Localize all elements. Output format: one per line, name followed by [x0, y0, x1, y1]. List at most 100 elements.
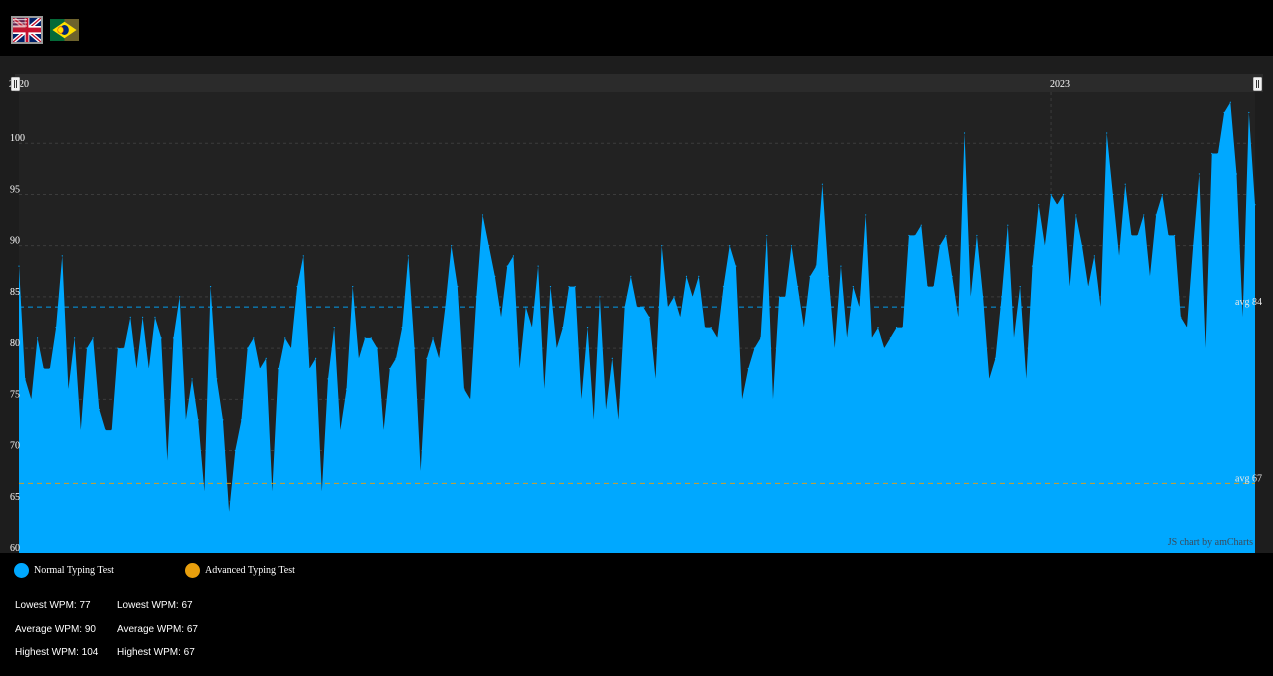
data-point — [1186, 327, 1188, 329]
data-point — [722, 286, 725, 288]
data-point — [710, 327, 712, 329]
data-point — [481, 214, 484, 216]
data-point — [407, 255, 409, 257]
data-point — [790, 245, 793, 247]
y-tick-label: 95 — [10, 184, 20, 195]
data-point — [1038, 204, 1040, 206]
data-point — [154, 316, 156, 318]
data-point — [574, 286, 576, 288]
chart-guides: avg 84 avg 67 — [19, 297, 1262, 484]
normal-average-wpm: Average WPM: 90 — [15, 623, 96, 635]
data-point — [518, 368, 521, 370]
data-point — [877, 327, 879, 329]
legend-normal-marker-icon — [14, 562, 29, 578]
legend-item-advanced[interactable]: Advanced Typing Test — [185, 562, 295, 578]
data-point — [1204, 347, 1207, 349]
data-point — [43, 368, 45, 370]
series-area — [19, 102, 1255, 553]
data-point — [80, 429, 82, 431]
average-guide-label: avg 67 — [1235, 473, 1262, 484]
data-point — [716, 337, 718, 339]
data-point — [92, 337, 94, 339]
data-point — [1180, 316, 1182, 318]
data-point — [760, 337, 762, 339]
data-point — [253, 337, 255, 339]
data-point — [259, 368, 261, 370]
data-point — [673, 296, 675, 298]
data-point — [512, 255, 515, 257]
data-point — [345, 388, 348, 390]
data-point — [692, 296, 694, 298]
language-english-flag-icon[interactable] — [11, 16, 43, 44]
data-point — [840, 265, 842, 267]
scrollbar-right-grip[interactable] — [1252, 76, 1263, 92]
data-point — [401, 327, 403, 329]
data-point — [228, 511, 230, 513]
data-point — [203, 490, 205, 493]
chart-scrollbar-track[interactable] — [15, 74, 1263, 92]
data-point — [586, 327, 589, 329]
data-point — [104, 429, 107, 431]
average-guide-label: avg 84 — [1235, 297, 1262, 308]
data-point — [963, 132, 966, 134]
language-portuguese-flag-icon[interactable] — [50, 19, 79, 41]
stats-normal: Lowest WPM: 77 Average WPM: 90 Highest W… — [15, 596, 115, 667]
y-tick-label: 70 — [10, 441, 20, 452]
data-point — [778, 296, 780, 298]
data-point — [580, 398, 582, 400]
data-point — [1198, 173, 1200, 175]
data-point — [827, 275, 830, 277]
scrollbar-left-grip[interactable] — [10, 76, 21, 92]
data-point — [86, 347, 88, 349]
data-point — [494, 275, 496, 277]
data-point — [457, 286, 459, 288]
data-point — [648, 316, 650, 318]
data-point — [98, 408, 100, 411]
data-point — [1001, 296, 1003, 298]
data-point — [920, 224, 922, 226]
data-point — [543, 388, 545, 390]
data-point — [834, 347, 836, 349]
data-point — [1254, 204, 1256, 206]
data-point — [803, 327, 805, 329]
advanced-highest-wpm: Highest WPM: 67 — [117, 647, 195, 658]
data-point — [1130, 234, 1132, 237]
data-point — [698, 275, 700, 277]
data-point — [364, 337, 366, 339]
data-point — [36, 337, 39, 339]
data-point — [1124, 183, 1126, 185]
data-point — [1062, 193, 1065, 196]
data-point — [129, 316, 131, 318]
data-point — [1192, 245, 1194, 247]
data-point — [630, 275, 632, 277]
data-point — [1118, 255, 1120, 257]
data-point — [889, 337, 891, 339]
data-point — [1081, 245, 1083, 247]
data-point — [1217, 152, 1219, 155]
data-point — [160, 337, 162, 339]
data-point — [1050, 193, 1052, 196]
data-point — [142, 316, 144, 318]
data-point — [821, 183, 824, 185]
data-point — [74, 337, 76, 339]
data-point — [296, 286, 298, 288]
data-point — [1136, 234, 1139, 237]
data-point — [1087, 286, 1089, 288]
legend-item-normal[interactable]: Normal Typing Test — [14, 562, 114, 578]
chart-credit[interactable]: JS chart by amCharts — [1168, 537, 1253, 548]
data-point — [815, 265, 817, 267]
data-point — [24, 378, 26, 380]
legend-advanced-marker-icon — [185, 562, 200, 578]
data-point — [1211, 152, 1213, 155]
data-point — [939, 245, 941, 247]
data-point — [537, 265, 539, 267]
data-point — [908, 234, 910, 237]
data-point — [413, 347, 416, 349]
data-point — [506, 265, 508, 267]
data-point — [426, 357, 428, 359]
data-point — [284, 337, 286, 339]
data-point — [636, 306, 638, 308]
data-point — [315, 357, 317, 359]
